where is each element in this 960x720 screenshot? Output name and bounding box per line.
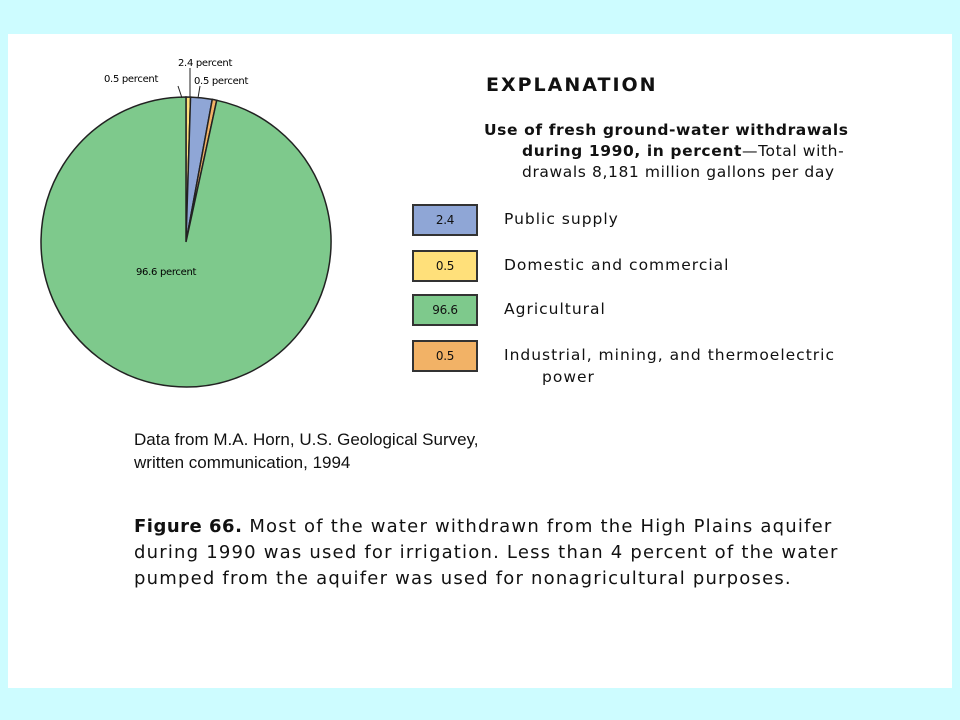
source-line-2: written communication, 1994 xyxy=(134,453,351,472)
legend-title: EXPLANATION xyxy=(486,74,658,96)
pie-slice-agricultural xyxy=(40,96,332,388)
legend-swatch-industrial: 0.5 xyxy=(412,340,478,372)
legend-label-agricultural: Agricultural xyxy=(504,300,606,318)
leader-line-industrial xyxy=(197,85,201,99)
slice-label-agricultural: 96.6 percent xyxy=(136,267,197,278)
leader-line-domestic xyxy=(177,85,183,99)
legend-description: Use of fresh ground-water withdrawals du… xyxy=(484,120,924,183)
legend-description-total: drawals 8,181 million gallons per day xyxy=(522,163,835,181)
figure-number: Figure 66. xyxy=(134,516,243,537)
legend-swatch-agricultural: 96.6 xyxy=(412,294,478,326)
legend-label-industrial-line2: power xyxy=(542,368,595,386)
source-line-1: Data from M.A. Horn, U.S. Geological Sur… xyxy=(134,430,479,449)
legend-description-lead: Use of fresh ground-water withdrawals xyxy=(484,121,849,139)
legend-label-public-supply: Public supply xyxy=(504,210,619,228)
legend-label-industrial-line1: Industrial, mining, and thermoelectric xyxy=(504,346,835,364)
legend-description-lead2: during 1990, in percent xyxy=(522,142,742,160)
figure-caption: Figure 66. Most of the water withdrawn f… xyxy=(134,514,854,592)
source-note: Data from M.A. Horn, U.S. Geological Sur… xyxy=(134,428,479,474)
legend-swatch-public-supply: 2.4 xyxy=(412,204,478,236)
pie-chart xyxy=(40,68,332,388)
figure-panel: 2.4 percent 0.5 percent 0.5 percent 96.6… xyxy=(8,34,952,688)
legend-label-industrial: Industrial, mining, and thermoelectric p… xyxy=(504,344,835,388)
legend-description-rest: —Total with- xyxy=(741,142,845,160)
slice-label-public-supply: 2.4 percent xyxy=(178,58,233,69)
slice-label-domestic: 0.5 percent xyxy=(104,74,159,85)
legend-swatch-domestic: 0.5 xyxy=(412,250,478,282)
legend-label-domestic: Domestic and commercial xyxy=(504,256,730,274)
slice-label-industrial: 0.5 percent xyxy=(194,76,249,87)
caption-text: Most of the water withdrawn from the Hig… xyxy=(134,516,839,589)
